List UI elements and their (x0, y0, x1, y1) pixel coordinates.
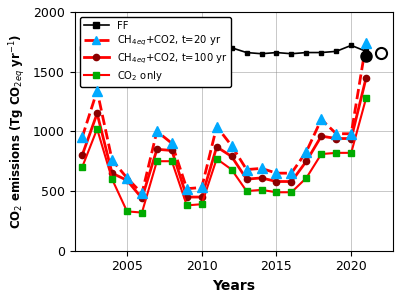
CH$_{4eq}$+CO2, t=100 yr (184, 195, 189, 199)
CH$_{4eq}$+CO2, t=20 yr (304, 150, 309, 154)
CO$_2$ only (229, 168, 234, 171)
CO$_2$ only (319, 152, 324, 156)
CO$_2$ only (199, 202, 204, 206)
CH$_{4eq}$+CO2, t=20 yr (125, 176, 130, 180)
CH$_{4eq}$+CO2, t=20 yr (110, 158, 114, 162)
Line: CH$_{4eq}$+CO2, t=20 yr: CH$_{4eq}$+CO2, t=20 yr (78, 38, 371, 198)
FF (334, 50, 339, 53)
CH$_{4eq}$+CO2, t=20 yr (319, 118, 324, 121)
CH$_{4eq}$+CO2, t=100 yr (364, 76, 368, 80)
CH$_{4eq}$+CO2, t=20 yr (364, 41, 368, 45)
CH$_{4eq}$+CO2, t=20 yr (80, 136, 84, 139)
CH$_{4eq}$+CO2, t=20 yr (334, 132, 339, 136)
CH$_{4eq}$+CO2, t=100 yr (289, 180, 294, 183)
Line: CH$_{4eq}$+CO2, t=100 yr: CH$_{4eq}$+CO2, t=100 yr (79, 74, 369, 201)
FF (304, 51, 309, 54)
CH$_{4eq}$+CO2, t=100 yr (334, 137, 339, 140)
FF (259, 52, 264, 56)
FF (184, 56, 189, 59)
FF (154, 48, 159, 52)
CH$_{4eq}$+CO2, t=100 yr (154, 148, 159, 151)
FF (110, 60, 114, 64)
CH$_{4eq}$+CO2, t=100 yr (244, 177, 249, 181)
CH$_{4eq}$+CO2, t=20 yr (259, 167, 264, 170)
CO$_2$ only (334, 151, 339, 155)
CO$_2$ only (214, 157, 219, 160)
CO$_2$ only (125, 210, 130, 213)
FF (199, 53, 204, 57)
FF (214, 47, 219, 51)
FF (125, 55, 130, 58)
CH$_{4eq}$+CO2, t=20 yr (229, 144, 234, 148)
FF (274, 51, 279, 54)
CH$_{4eq}$+CO2, t=100 yr (319, 134, 324, 138)
CH$_{4eq}$+CO2, t=20 yr (154, 130, 159, 133)
CO$_2$ only (95, 127, 100, 131)
CH$_{4eq}$+CO2, t=20 yr (199, 186, 204, 189)
CH$_{4eq}$+CO2, t=20 yr (140, 192, 144, 195)
CO$_2$ only (304, 176, 309, 180)
CH$_{4eq}$+CO2, t=100 yr (349, 137, 354, 140)
FF (140, 53, 144, 57)
CH$_{4eq}$+CO2, t=100 yr (125, 178, 130, 182)
CO$_2$ only (110, 177, 114, 181)
CO$_2$ only (349, 151, 354, 155)
FF (289, 52, 294, 56)
CO$_2$ only (364, 96, 368, 100)
FF (364, 50, 368, 53)
CH$_{4eq}$+CO2, t=100 yr (304, 159, 309, 163)
CO$_2$ only (80, 165, 84, 169)
CH$_{4eq}$+CO2, t=20 yr (349, 132, 354, 136)
FF (170, 60, 174, 64)
CO$_2$ only (170, 159, 174, 163)
CH$_{4eq}$+CO2, t=100 yr (170, 149, 174, 152)
CH$_{4eq}$+CO2, t=20 yr (289, 171, 294, 175)
CO$_2$ only (154, 159, 159, 163)
CO$_2$ only (244, 189, 249, 193)
Line: FF: FF (80, 40, 368, 64)
CH$_{4eq}$+CO2, t=20 yr (274, 171, 279, 175)
FF (229, 46, 234, 50)
CH$_{4eq}$+CO2, t=100 yr (259, 176, 264, 180)
Line: CO$_2$ only: CO$_2$ only (79, 95, 369, 216)
CH$_{4eq}$+CO2, t=100 yr (140, 196, 144, 200)
CO$_2$ only (274, 190, 279, 194)
CO$_2$ only (259, 188, 264, 192)
FF (244, 51, 249, 54)
Legend: FF, CH$_{4eq}$+CO2, t=20 yr, CH$_{4eq}$+CO2, t=100 yr, CO$_2$ only: FF, CH$_{4eq}$+CO2, t=20 yr, CH$_{4eq}$+… (80, 17, 231, 87)
CH$_{4eq}$+CO2, t=20 yr (170, 142, 174, 145)
CH$_{4eq}$+CO2, t=100 yr (95, 112, 100, 115)
CH$_{4eq}$+CO2, t=100 yr (80, 153, 84, 157)
CH$_{4eq}$+CO2, t=100 yr (229, 154, 234, 158)
CH$_{4eq}$+CO2, t=100 yr (199, 195, 204, 199)
FF (349, 44, 354, 47)
Y-axis label: CO$_2$ emissions (Tg CO$_{2eq}$ yr$^{-1}$): CO$_2$ emissions (Tg CO$_{2eq}$ yr$^{-1}… (7, 34, 28, 229)
CH$_{4eq}$+CO2, t=100 yr (274, 180, 279, 183)
CO$_2$ only (184, 204, 189, 207)
CO$_2$ only (289, 190, 294, 194)
FF (80, 46, 84, 50)
CH$_{4eq}$+CO2, t=20 yr (244, 168, 249, 171)
CH$_{4eq}$+CO2, t=20 yr (184, 187, 189, 190)
CO$_2$ only (140, 211, 144, 214)
CH$_{4eq}$+CO2, t=20 yr (95, 89, 100, 93)
CH$_{4eq}$+CO2, t=20 yr (214, 125, 219, 128)
CH$_{4eq}$+CO2, t=100 yr (110, 171, 114, 175)
X-axis label: Years: Years (212, 279, 255, 293)
FF (95, 40, 100, 44)
CH$_{4eq}$+CO2, t=100 yr (214, 145, 219, 149)
FF (319, 51, 324, 54)
